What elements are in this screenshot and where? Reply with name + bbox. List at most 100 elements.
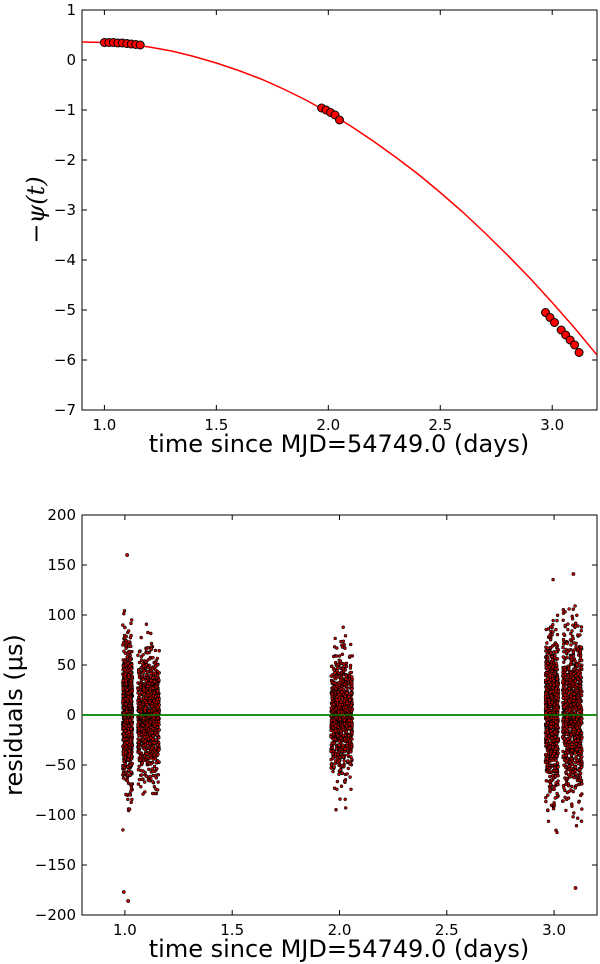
residual-point (544, 686, 549, 691)
residual-point (123, 625, 127, 630)
residual-point (555, 677, 559, 681)
residual-point (563, 668, 567, 672)
residual-point (570, 745, 574, 749)
residual-point (142, 669, 146, 673)
residual-point (126, 726, 131, 731)
residual-point (151, 769, 155, 774)
residual-point (156, 716, 160, 720)
residual-point (350, 737, 354, 741)
residual-point (128, 664, 132, 669)
phase-plot-xtick-label: 1.5 (204, 416, 228, 434)
residual-point (147, 709, 151, 713)
residual-point (148, 700, 152, 704)
residual-point (568, 638, 573, 642)
residual-point (341, 755, 346, 759)
residual-point (122, 611, 126, 616)
residual-point (564, 770, 568, 774)
residual-point (136, 731, 141, 735)
residual-point (337, 755, 342, 759)
phase-plot-ytick-label: −4 (54, 251, 76, 269)
residual-point (561, 611, 566, 615)
residual-point (154, 684, 158, 689)
residual-point (332, 765, 336, 769)
residual-point (333, 737, 337, 741)
residual-point (556, 765, 560, 769)
residual-point (143, 732, 148, 736)
phase-plot-frame (81, 9, 598, 411)
residual-point (578, 709, 582, 713)
residual-point (543, 678, 548, 682)
residual-point (555, 761, 560, 765)
residual-point (568, 724, 572, 729)
residual-point (129, 682, 133, 687)
residual-point (127, 650, 132, 654)
residual-point (554, 627, 558, 632)
residual-point (548, 690, 553, 694)
residual-point (336, 752, 340, 757)
residual-point (145, 651, 150, 655)
residual-point (136, 722, 140, 726)
residual-point (153, 680, 157, 684)
residual-point (155, 656, 160, 661)
residual-point (342, 779, 347, 783)
residual-point (566, 784, 571, 788)
residual-point (140, 761, 145, 765)
residual-point (574, 644, 578, 649)
residual-point (573, 621, 578, 625)
residual-point (566, 764, 571, 768)
residual-point (561, 655, 565, 659)
residual-point (151, 655, 155, 660)
residual-point (330, 741, 335, 745)
residual-point (139, 768, 143, 773)
residual-point (128, 690, 133, 694)
residual-point (124, 679, 128, 683)
residual-point (552, 784, 556, 789)
residual-point (579, 666, 583, 670)
residual-point (546, 819, 551, 823)
residual-point (340, 771, 344, 775)
residual-point (578, 680, 582, 684)
residual-point (564, 776, 569, 781)
residual-point (154, 746, 158, 751)
residual-point (561, 642, 566, 646)
residual-point (555, 618, 559, 623)
residual-point (145, 734, 150, 739)
residual-point (127, 749, 132, 753)
residual-point (548, 774, 552, 779)
residual-point (546, 737, 551, 741)
residual-point (344, 730, 349, 734)
residual-point (137, 650, 142, 654)
residual-point (332, 654, 336, 659)
residual-point (156, 705, 160, 709)
residual-point (550, 700, 554, 705)
residual-point (551, 665, 555, 669)
residual-point (544, 799, 548, 804)
residual-point (555, 632, 560, 637)
residual-point (127, 723, 132, 728)
residual-point (576, 677, 580, 681)
residual-point (332, 718, 336, 722)
residual-point (344, 677, 348, 681)
residual-point (124, 744, 129, 749)
residual-point (550, 732, 554, 736)
residual-point (123, 659, 127, 664)
residual-point (136, 691, 140, 695)
residual-point (551, 716, 556, 720)
residual-point (349, 749, 353, 754)
residual-point (544, 627, 548, 632)
residual-point (330, 692, 334, 696)
residual-point (551, 773, 555, 778)
residual-point (349, 787, 353, 791)
residual-point (575, 683, 579, 687)
residual-point (553, 708, 557, 712)
residual-point (121, 664, 126, 668)
residual-point (555, 725, 560, 729)
residual-point (554, 719, 558, 724)
residuals-plot-ytick-label: 100 (47, 606, 76, 624)
residual-point (138, 682, 142, 687)
residual-point (570, 770, 575, 774)
residual-point (337, 743, 341, 747)
residual-point (335, 779, 340, 784)
residual-point (144, 622, 149, 626)
residual-point (571, 607, 575, 611)
